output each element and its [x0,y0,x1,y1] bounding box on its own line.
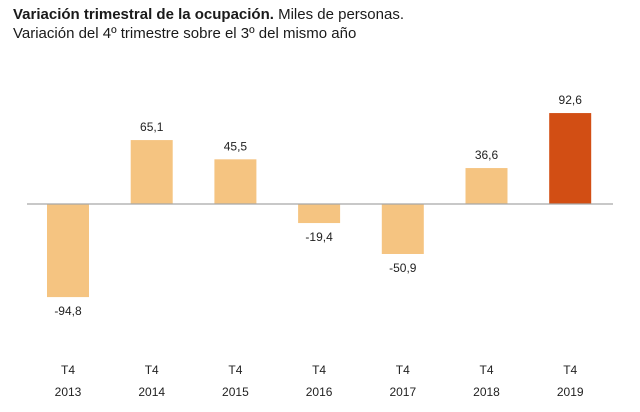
x-tick-quarter-2018: T4 [479,363,493,377]
x-tick-year-2015: 2015 [222,385,249,399]
data-label-2013: -94,8 [54,304,82,318]
bar-2014 [130,140,173,204]
x-tick-year-2017: 2017 [389,385,416,399]
chart-subtitle: Variación del 4º trimestre sobre el 3º d… [13,25,357,42]
x-tick-quarter-2019: T4 [563,363,577,377]
x-tick-year-2014: 2014 [138,385,165,399]
x-tick-quarter-2013: T4 [61,363,75,377]
x-tick-year-2016: 2016 [306,385,333,399]
bar-2013 [47,204,89,298]
bar-2019 [549,113,592,204]
data-label-2014: 65,1 [140,120,164,134]
title-bold: Variación trimestral de la ocupación. [13,6,274,23]
bar-2016 [298,204,341,224]
x-tick-year-2013: 2013 [55,385,82,399]
data-label-2019: 92,6 [559,93,583,107]
bar-2015 [214,159,257,204]
x-tick-year-2019: 2019 [557,385,584,399]
x-tick-quarter-2015: T4 [228,363,242,377]
chart-title: Variación trimestral de la ocupación. Mi… [13,5,404,24]
data-label-2018: 36,6 [475,148,499,162]
bar-2018 [465,168,508,204]
x-tick-quarter-2014: T4 [145,363,159,377]
x-tick-quarter-2017: T4 [396,363,410,377]
data-label-2017: -50,9 [389,261,417,275]
x-tick-quarter-2016: T4 [312,363,326,377]
data-label-2016: -19,4 [305,230,333,244]
x-tick-year-2018: 2018 [473,385,500,399]
title-rest: Miles de personas. [273,6,405,23]
data-label-2015: 45,5 [224,139,248,153]
chart-title-block: Variación trimestral de la ocupación. Mi… [13,5,404,43]
bar-2017 [381,204,424,254]
